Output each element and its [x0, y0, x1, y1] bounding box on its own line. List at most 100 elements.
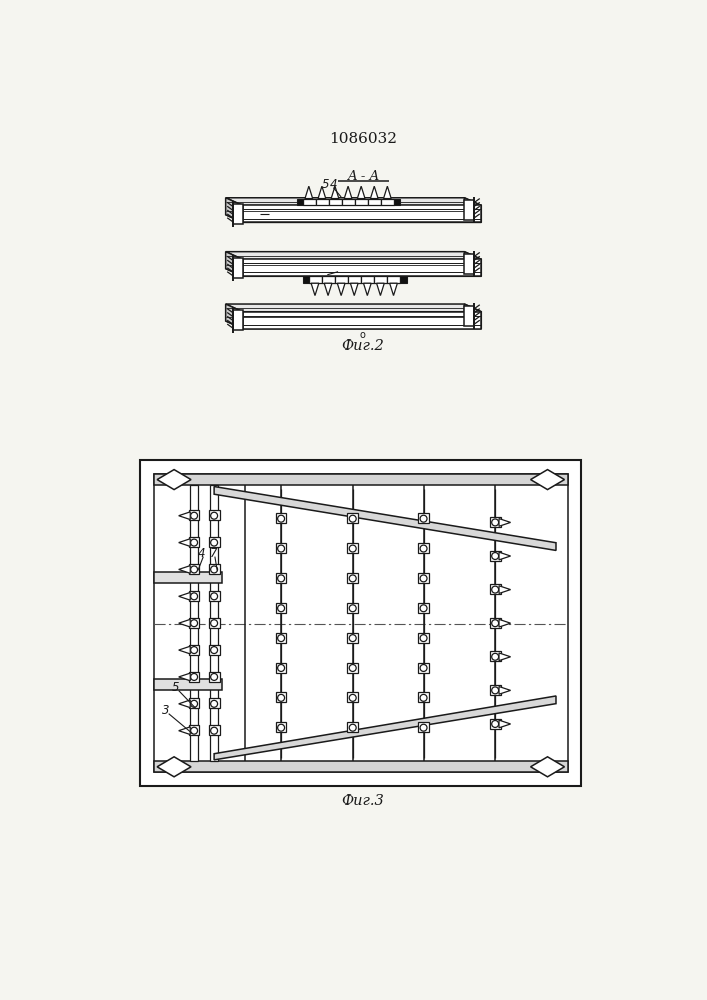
- Circle shape: [191, 727, 197, 734]
- Polygon shape: [530, 757, 564, 777]
- Bar: [309, 276, 322, 283]
- Polygon shape: [226, 198, 243, 222]
- Circle shape: [349, 575, 356, 582]
- Circle shape: [191, 539, 197, 546]
- Bar: [210, 485, 218, 761]
- Bar: [276, 513, 286, 523]
- Polygon shape: [499, 653, 510, 661]
- Bar: [347, 573, 358, 583]
- Bar: [347, 633, 358, 643]
- Circle shape: [349, 635, 356, 642]
- Circle shape: [211, 673, 218, 680]
- Circle shape: [349, 665, 356, 671]
- Bar: [154, 761, 568, 772]
- Circle shape: [420, 694, 427, 701]
- Circle shape: [278, 694, 284, 701]
- Circle shape: [191, 673, 197, 680]
- Bar: [140, 460, 581, 786]
- Circle shape: [491, 687, 498, 694]
- Circle shape: [211, 593, 218, 600]
- Polygon shape: [226, 252, 243, 276]
- Polygon shape: [243, 259, 481, 276]
- Text: 5: 5: [322, 178, 329, 191]
- Bar: [154, 474, 568, 772]
- Text: Фиг.3: Фиг.3: [341, 794, 384, 808]
- Bar: [418, 573, 429, 583]
- Bar: [276, 573, 286, 583]
- Bar: [190, 485, 198, 761]
- Bar: [355, 199, 368, 205]
- Bar: [209, 537, 219, 547]
- Text: 3: 3: [162, 704, 170, 717]
- Bar: [347, 722, 358, 732]
- Polygon shape: [157, 470, 191, 490]
- Polygon shape: [179, 592, 190, 600]
- Bar: [209, 672, 219, 682]
- Bar: [347, 603, 358, 613]
- Circle shape: [491, 586, 498, 593]
- Bar: [189, 564, 199, 574]
- Text: 5: 5: [172, 681, 180, 694]
- Bar: [347, 543, 358, 553]
- Bar: [490, 719, 501, 729]
- Bar: [189, 537, 199, 547]
- Bar: [209, 725, 219, 735]
- Bar: [189, 725, 199, 735]
- Bar: [418, 513, 429, 523]
- Polygon shape: [499, 586, 510, 593]
- Text: 6: 6: [399, 271, 407, 284]
- Circle shape: [420, 724, 427, 731]
- Bar: [154, 679, 222, 690]
- Polygon shape: [179, 566, 190, 573]
- Circle shape: [349, 694, 356, 701]
- Bar: [189, 672, 199, 682]
- Polygon shape: [499, 552, 510, 560]
- Bar: [209, 618, 219, 628]
- Circle shape: [349, 545, 356, 552]
- Bar: [490, 651, 501, 661]
- Polygon shape: [530, 470, 564, 490]
- Circle shape: [491, 553, 498, 559]
- Text: Фиг.2: Фиг.2: [341, 339, 384, 353]
- Polygon shape: [226, 215, 481, 222]
- Bar: [316, 199, 329, 205]
- Bar: [276, 692, 286, 702]
- Circle shape: [191, 620, 197, 627]
- Polygon shape: [390, 283, 397, 296]
- Circle shape: [211, 566, 218, 573]
- Circle shape: [211, 512, 218, 519]
- Bar: [276, 543, 286, 553]
- Polygon shape: [464, 304, 481, 329]
- Bar: [209, 591, 219, 601]
- Bar: [490, 618, 501, 628]
- Circle shape: [420, 545, 427, 552]
- Bar: [296, 199, 303, 205]
- Bar: [395, 199, 400, 205]
- Circle shape: [420, 575, 427, 582]
- Circle shape: [491, 653, 498, 660]
- Circle shape: [191, 566, 197, 573]
- Polygon shape: [325, 283, 332, 296]
- Bar: [464, 200, 474, 220]
- Polygon shape: [377, 283, 385, 296]
- Bar: [189, 510, 199, 520]
- Circle shape: [211, 647, 218, 654]
- Bar: [418, 543, 429, 553]
- Circle shape: [278, 724, 284, 731]
- Polygon shape: [318, 186, 326, 199]
- Polygon shape: [499, 687, 510, 694]
- Circle shape: [491, 620, 498, 627]
- Text: A - A: A - A: [346, 170, 379, 183]
- Circle shape: [491, 721, 498, 727]
- Bar: [276, 603, 286, 613]
- Polygon shape: [214, 487, 556, 550]
- Polygon shape: [179, 539, 190, 546]
- Circle shape: [278, 545, 284, 552]
- Bar: [490, 685, 501, 695]
- Polygon shape: [243, 312, 481, 329]
- Bar: [154, 474, 568, 485]
- Bar: [347, 663, 358, 673]
- Bar: [342, 199, 355, 205]
- Bar: [189, 698, 199, 708]
- Bar: [209, 698, 219, 708]
